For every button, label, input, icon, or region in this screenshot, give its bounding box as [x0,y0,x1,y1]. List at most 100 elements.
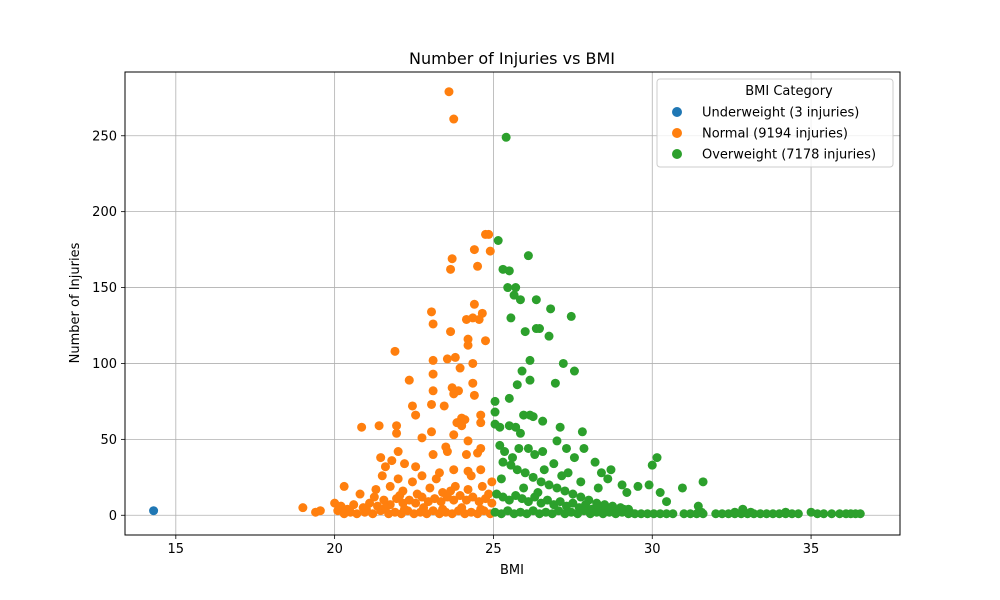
data-point [496,474,506,484]
data-point [427,399,437,409]
data-point [538,447,548,457]
data-point [662,497,672,507]
data-point [566,311,576,321]
data-point [476,410,486,420]
data-point [427,307,437,317]
legend-label-overweight: Overweight (7178 injuries) [702,148,876,163]
data-point [428,386,438,396]
data-point [473,448,483,458]
data-point [534,324,544,334]
data-point [558,358,568,368]
data-point [395,491,405,501]
data-point [668,509,678,519]
y-tick-label: 150 [92,281,117,296]
data-point [515,295,525,305]
data-point [555,422,565,432]
data-point [446,264,456,274]
data-point [528,412,538,422]
data-point [476,418,486,428]
data-point [662,509,672,519]
data-point [298,503,308,513]
plot-frame [124,71,901,536]
data-point [449,430,459,440]
data-point [361,504,371,514]
data-point [523,251,533,261]
data-point [411,462,421,472]
data-point [652,453,662,463]
data-point [393,474,403,484]
series-1 [298,87,497,519]
data-point [622,487,632,497]
data-point [392,421,402,431]
y-tick-label: 50 [100,433,117,448]
data-point [746,507,756,517]
data-point [427,427,437,437]
data-point [536,477,546,487]
data-point [469,390,479,400]
data-point [550,378,560,388]
data-point [606,465,616,475]
data-point [730,507,740,517]
data-point [444,87,454,97]
data-point [717,509,727,519]
data-point [468,358,478,368]
chart-title: Number of Injuries vs BMI [409,49,615,68]
data-point [512,380,522,390]
data-point [515,428,525,438]
data-point [835,509,845,519]
data-point [484,489,494,499]
data-point [400,459,410,469]
data-point [349,500,359,510]
data-point [542,495,552,505]
data-point [503,283,513,293]
data-point [485,246,495,256]
legend-marker-normal [672,128,682,138]
data-point [649,509,659,519]
series-2 [490,132,865,519]
data-point [495,440,505,450]
data-point [768,509,778,519]
y-tick-label: 100 [92,357,117,372]
data-point [407,477,417,487]
data-point [393,447,403,457]
data-point [517,366,527,376]
data-point [793,509,803,519]
y-tick-label: 250 [92,129,117,144]
data-point [379,495,389,505]
data-point [711,509,721,519]
data-point [407,401,417,411]
data-point [457,503,467,513]
data-point [352,509,362,519]
data-point [679,509,689,519]
data-point [400,504,410,514]
x-axis-label: BMI [500,563,524,578]
data-point [390,346,400,356]
data-point [569,366,579,376]
data-point [368,509,378,519]
data-point [511,283,521,293]
data-point [685,509,695,519]
data-point [315,506,325,516]
data-point [506,460,516,470]
data-point [636,509,646,519]
data-point [827,509,837,519]
data-point [520,327,530,337]
data-point [487,477,497,487]
data-point [428,319,438,329]
data-point [698,477,708,487]
data-point [552,483,562,493]
data-point [512,465,522,475]
data-point [576,477,586,487]
data-point [555,497,565,507]
data-point [617,480,627,490]
data-point [377,471,387,481]
data-point [457,421,467,431]
data-point [596,468,606,478]
data-point [514,443,524,453]
data-point [806,507,816,517]
data-point [568,489,578,499]
series-0 [149,506,159,516]
data-point [655,509,665,519]
data-point [490,407,500,417]
